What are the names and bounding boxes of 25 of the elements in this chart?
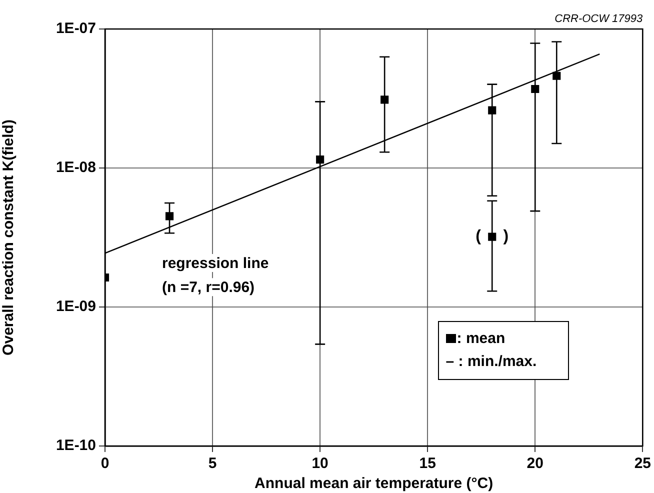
y-tick-label: 1E-07 [56, 20, 96, 38]
x-tick-label: 5 [208, 455, 217, 472]
x-tick-label: 15 [419, 455, 436, 472]
text: CRR-OCW 17993 [554, 13, 644, 25]
point [552, 72, 561, 80]
annotation: ( ) [476, 228, 509, 246]
point [165, 212, 174, 220]
point [488, 106, 496, 114]
annotation: – : min./max. [446, 352, 537, 371]
y-tick-label: 1E-09 [56, 298, 96, 316]
point [316, 156, 324, 164]
y-tick-label: 1E-08 [56, 159, 96, 176]
point [380, 96, 389, 104]
annotation: (n =7, r=0.96) [162, 279, 255, 296]
y-tick-label: 1E-10 [56, 437, 96, 454]
point [488, 232, 496, 241]
x-tick-label: 10 [312, 455, 328, 472]
x-tick-label: 20 [526, 455, 544, 472]
y-axis-title: Overall reaction constant K(field) [0, 120, 18, 356]
annotation: regression line [162, 254, 269, 272]
x-axis-title: Annual mean air temperature (°C) [254, 475, 494, 492]
point [531, 84, 540, 94]
x-tick-label: 0 [100, 455, 110, 472]
legend-label: : mean [456, 330, 506, 347]
x-tick-label: 25 [634, 455, 651, 472]
